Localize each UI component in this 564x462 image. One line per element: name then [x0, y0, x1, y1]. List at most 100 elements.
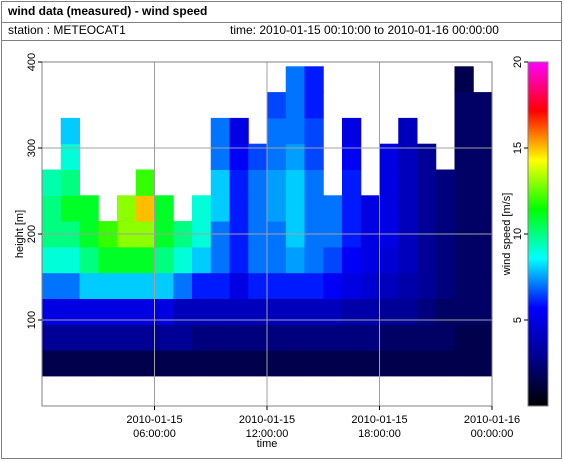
heat-cell: [379, 143, 399, 170]
heat-cell: [473, 272, 493, 299]
heat-cell: [435, 298, 455, 325]
heat-cell: [417, 298, 437, 325]
heat-cell: [192, 195, 212, 222]
heat-cell: [267, 272, 287, 299]
y-tick-label: 400: [26, 53, 38, 71]
heat-cell: [360, 298, 380, 325]
heat-cell: [42, 169, 62, 196]
heat-cell: [173, 298, 193, 325]
y-tick-label: 100: [26, 311, 38, 329]
heat-cell: [135, 298, 155, 325]
heat-cell: [267, 246, 287, 274]
heat-cell: [360, 272, 380, 299]
heat-cell: [398, 298, 418, 325]
heat-cell: [210, 350, 230, 377]
colorbar: [527, 61, 549, 407]
heat-cell: [454, 246, 474, 274]
heat-cell: [117, 298, 137, 325]
heat-cell: [135, 246, 155, 274]
heat-cell: [210, 143, 230, 170]
heat-cell: [473, 92, 493, 119]
heat-cell: [267, 298, 287, 325]
heat-cell: [285, 246, 305, 274]
heat-cell: [304, 66, 324, 93]
heat-cell: [42, 298, 62, 325]
heat-cell: [173, 272, 193, 299]
heat-cell: [173, 350, 193, 377]
heat-cell: [60, 117, 80, 145]
heat-cell: [360, 350, 380, 377]
heat-cell: [210, 298, 230, 325]
heat-cell: [117, 350, 137, 377]
heat-cell: [135, 195, 155, 222]
x-tick-label: 2010-01-15 18:00:00: [351, 414, 407, 440]
heat-cell: [435, 169, 455, 196]
heat-cell: [304, 195, 324, 222]
heat-cell: [323, 350, 343, 377]
heat-cell: [267, 92, 287, 119]
heat-cell: [342, 169, 362, 196]
heat-cell: [79, 324, 99, 351]
x-tick-label: 2010-01-15 12:00:00: [239, 414, 295, 440]
heat-cell: [192, 246, 212, 274]
heat-cell: [454, 169, 474, 196]
heat-cell: [360, 195, 380, 222]
heat-cell: [285, 324, 305, 351]
heat-cell: [285, 143, 305, 170]
y-tick-label: 300: [26, 139, 38, 157]
heat-cell: [248, 298, 268, 325]
heat-cell: [117, 272, 137, 299]
heat-cell: [60, 298, 80, 325]
heat-cell: [323, 246, 343, 274]
heat-cell: [417, 246, 437, 274]
heat-cell: [98, 298, 118, 325]
heat-cell: [154, 195, 174, 222]
heat-cell: [473, 298, 493, 325]
heat-cell: [473, 195, 493, 222]
colorbar-tick-label: 20: [512, 56, 524, 68]
heat-cell: [135, 169, 155, 196]
x-axis-label: time: [257, 438, 278, 450]
heat-cell: [398, 195, 418, 222]
heat-cell: [248, 272, 268, 299]
heat-cell: [379, 246, 399, 274]
heat-cell: [285, 92, 305, 119]
heat-cell: [285, 66, 305, 93]
heat-cell: [210, 246, 230, 274]
heat-cell: [173, 246, 193, 274]
heat-cell: [398, 350, 418, 377]
heat-cell: [398, 324, 418, 351]
heat-cell: [267, 169, 287, 196]
heat-cell: [154, 324, 174, 351]
colorbar-tick-label: 10: [512, 228, 524, 240]
heat-cell: [398, 169, 418, 196]
heat-cell: [98, 246, 118, 274]
heat-cell: [267, 350, 287, 377]
heat-cell: [135, 350, 155, 377]
heat-cell: [154, 350, 174, 377]
heat-cell: [210, 272, 230, 299]
heat-cell: [435, 195, 455, 222]
y-axis-label: height [m]: [14, 210, 26, 258]
station: station : METEOCAT1: [8, 23, 126, 37]
heat-cell: [42, 324, 62, 351]
heat-cell: [117, 195, 137, 222]
heat-cell: [323, 195, 343, 222]
heat-cell: [473, 324, 493, 351]
heat-cell: [192, 272, 212, 299]
heat-cell: [285, 298, 305, 325]
heat-cell: [42, 195, 62, 222]
heat-cell: [42, 350, 62, 377]
heat-cell: [323, 298, 343, 325]
heat-cell: [229, 143, 249, 170]
heat-cell: [248, 143, 268, 170]
heat-cell: [285, 272, 305, 299]
x-tick-label: 2010-01-15 06:00:00: [126, 414, 182, 440]
heat-cell: [417, 324, 437, 351]
heat-cell: [342, 246, 362, 274]
heat-cell: [304, 298, 324, 325]
heat-cell: [210, 169, 230, 196]
heat-cell: [398, 117, 418, 145]
heat-cell: [229, 246, 249, 274]
